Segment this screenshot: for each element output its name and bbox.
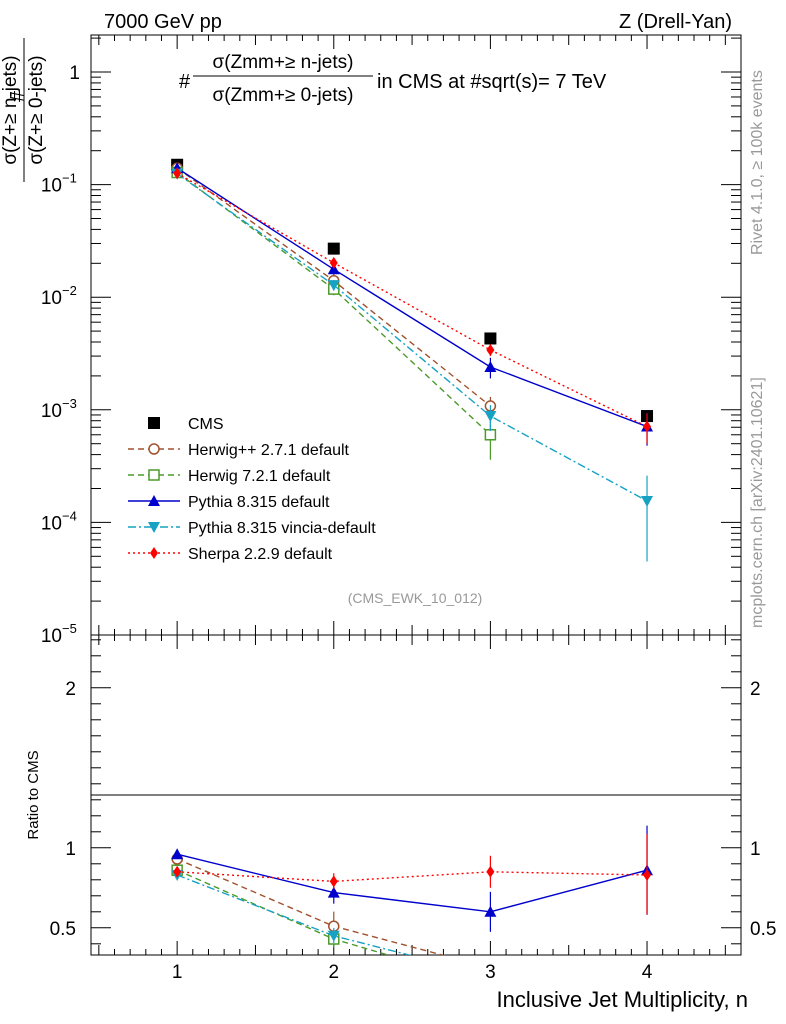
legend-label-cms: CMS — [188, 416, 224, 433]
y-tick-exponent: −5 — [62, 621, 77, 636]
ratio-point-sherpa-2-2-9-default — [329, 875, 338, 888]
y-tick-label: 10 — [41, 176, 62, 197]
main-panel-frame — [90, 34, 742, 636]
point-sherpa-2-2-9-default — [643, 420, 652, 433]
y-tick-label: 10 — [41, 401, 62, 422]
header-right: Z (Drell-Yan) — [619, 11, 732, 33]
legend-label-pythia-8-315-vincia-default: Pythia 8.315 vincia-default — [188, 520, 376, 537]
series-line-herwig-7-2-1-default — [176, 171, 491, 436]
mcplots-label: mcplots.cern.ch [arXiv:2401.10621] — [749, 377, 766, 628]
point-sherpa-2-2-9-default — [173, 167, 182, 180]
legend-marker-cms — [148, 417, 160, 429]
ratio-point-pythia-8-315-vincia-default — [327, 930, 340, 942]
point-pythia-8-315-vincia-default — [327, 280, 340, 292]
ratio-line-sherpa-2-2-9-default — [177, 871, 648, 883]
point-herwig-7-2-1-default — [484, 429, 497, 441]
legend-marker-herwig-7-2-1-default — [148, 469, 160, 481]
legend: CMS Herwig++ 2.7.1 default Herwig 7.2.1 de… — [128, 416, 376, 563]
legend-marker-pythia-8-315-vincia-default — [148, 522, 160, 533]
legend-marker-pythia-8-315-default — [148, 495, 160, 506]
title-prefix: # — [179, 71, 191, 93]
axis-ticks — [91, 35, 741, 955]
title-denominator: σ(Zmm+≥ 0-jets) — [213, 85, 354, 106]
point-pythia-8-315-vincia-default — [641, 495, 654, 507]
point-cms — [327, 242, 340, 255]
analysis-id: (CMS_EWK_10_012) — [348, 590, 483, 606]
point-sherpa-2-2-9-default — [329, 256, 338, 269]
title-numerator: σ(Zmm+≥ n-jets) — [213, 52, 354, 73]
y-tick-exponent: −4 — [62, 508, 77, 523]
ratio-tick-label: 1 — [65, 839, 76, 860]
title-suffix: in CMS at #sqrt(s)= 7 TeV — [377, 71, 607, 93]
x-tick-label: 2 — [328, 962, 339, 983]
y-tick-label: 10 — [41, 288, 62, 309]
ratio-tick-label-right: 2 — [750, 679, 761, 700]
ratio-point-pythia-8-315-default — [484, 905, 497, 917]
plot-title: # σ(Zmm+≥ n-jets) σ(Zmm+≥ 0-jets) in CMS… — [179, 52, 607, 106]
ratio-tick-label: 0.5 — [50, 919, 76, 940]
y-tick-label: 1 — [69, 63, 80, 84]
y-tick-label: 10 — [41, 513, 62, 534]
main-series-layer — [171, 158, 654, 562]
legend-label-herwig-7-2-1-default: Herwig 7.2.1 default — [188, 468, 331, 485]
x-axis-label: Inclusive Jet Multiplicity, n — [497, 987, 748, 1012]
ratio-point-sherpa-2-2-9-default — [173, 865, 182, 878]
y-tick-exponent: −2 — [62, 283, 77, 298]
ratio-tick-label: 2 — [65, 679, 76, 700]
ratio-y-label: Ratio to CMS — [25, 750, 42, 839]
ylabel-numerator: σ(Z+≥ n-jets) — [0, 55, 21, 164]
y-tick-exponent: −1 — [62, 171, 77, 186]
legend-label-pythia-8-315-default: Pythia 8.315 default — [188, 494, 330, 511]
x-tick-label: 1 — [172, 962, 183, 983]
ratio-point-pythia-8-315-default — [171, 848, 184, 860]
ratio-series-layer — [171, 825, 654, 955]
legend-label-herwig-2-7-1-default: Herwig++ 2.7.1 default — [188, 442, 350, 459]
point-pythia-8-315-vincia-default — [484, 411, 497, 423]
legend-marker-sherpa-2-2-9-default — [150, 547, 158, 559]
header-left: 7000 GeV pp — [104, 11, 222, 33]
ratio-line-pythia-8-315-default — [176, 853, 648, 913]
rivet-version-label: Rivet 4.1.0, ≥ 100k events — [749, 70, 766, 255]
y-tick-label: 10 — [41, 626, 62, 647]
ratio-tick-label-right: 1 — [750, 839, 761, 860]
point-sherpa-2-2-9-default — [486, 343, 495, 356]
ratio-line-pythia-8-315-vincia-default — [176, 874, 412, 955]
ylabel-denominator: σ(Z+≥ 0-jets) — [26, 55, 47, 164]
legend-label-sherpa-2-2-9-default: Sherpa 2.2.9 default — [188, 546, 333, 563]
ratio-point-sherpa-2-2-9-default — [643, 869, 652, 881]
axis-tick-labels: 1 2 3 410−510−410−310−210 −110.5 0.51 12 2 — [41, 63, 777, 983]
x-tick-label: 4 — [642, 962, 653, 983]
ratio-tick-label-right: 0.5 — [750, 919, 776, 940]
series-line-pythia-8-315-default — [176, 167, 648, 428]
point-cms — [484, 332, 497, 345]
y-tick-exponent: −3 — [62, 396, 77, 411]
x-tick-label: 3 — [485, 962, 496, 983]
ratio-point-pythia-8-315-default — [327, 886, 340, 898]
legend-marker-herwig-2-7-1-default — [148, 443, 160, 455]
ratio-point-sherpa-2-2-9-default — [486, 865, 495, 878]
y-axis-label: # σ(Z+≥ n-jets) σ(Z+≥ 0-jets) — [0, 38, 47, 182]
point-pythia-8-315-default — [484, 360, 497, 372]
series-line-pythia-8-315-vincia-default — [176, 173, 648, 502]
series-line-sherpa-2-2-9-default — [176, 172, 648, 428]
